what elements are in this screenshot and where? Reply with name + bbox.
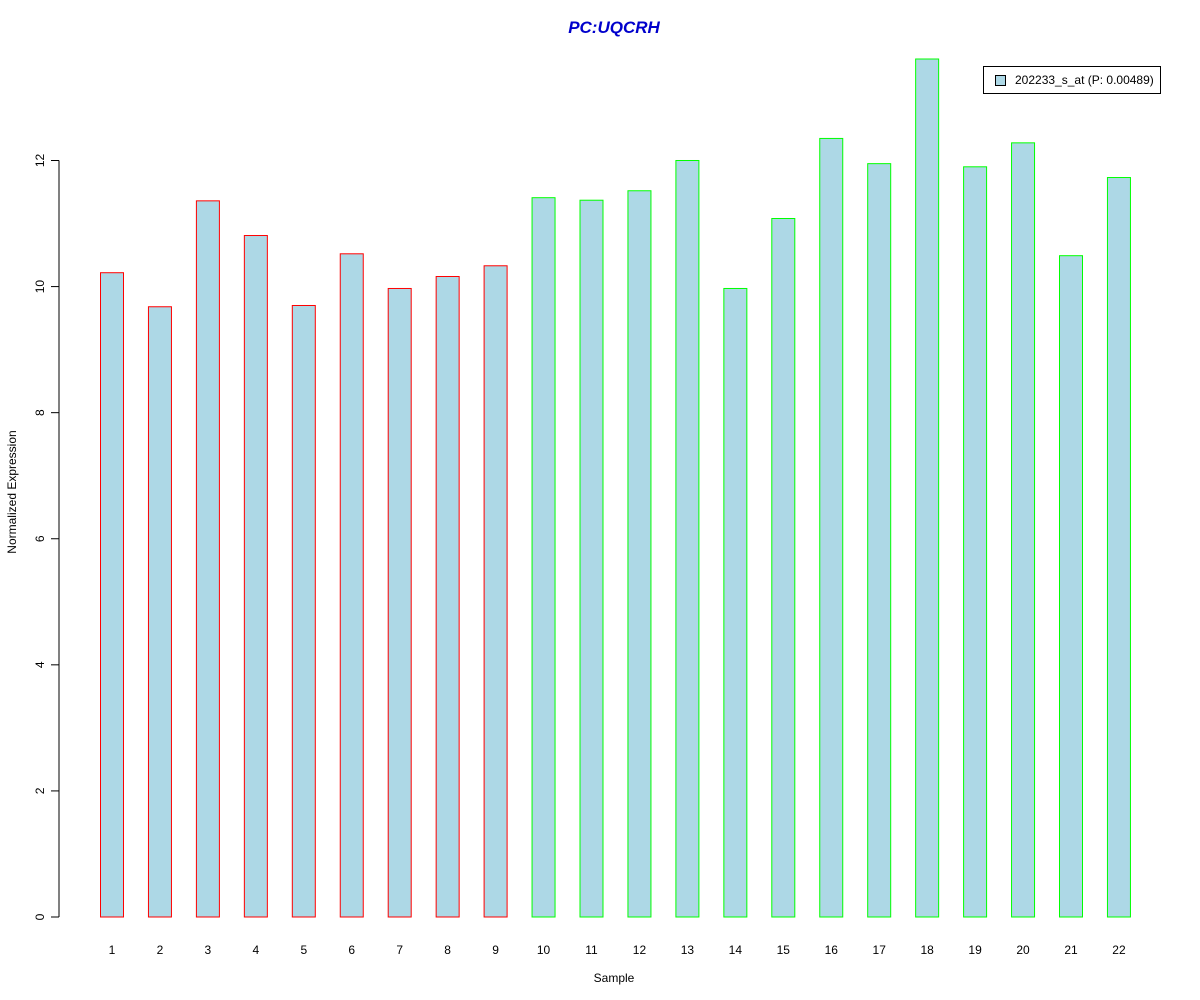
x-tick-label: 17 — [873, 943, 887, 957]
y-tick-label: 6 — [33, 535, 47, 542]
x-tick-label: 15 — [777, 943, 791, 957]
x-tick-labels: 1 2 3 4 5 6 7 8 9 10 11 12 13 14 15 16 17 18 19 20 21 22 — [109, 943, 1126, 957]
bar-sample-15 — [771, 217, 796, 918]
x-tick-label: 13 — [681, 943, 695, 957]
bar-sample-13 — [675, 159, 700, 918]
bar-sample-3 — [195, 200, 220, 918]
bar-sample-21 — [1059, 255, 1083, 918]
legend-label: 202233_s_at (P: 0.00489) — [1015, 73, 1154, 87]
bar-sample-17 — [867, 163, 892, 918]
bar-sample-9 — [483, 265, 508, 918]
y-tick-label: 10 — [33, 280, 47, 294]
y-axis: 0 2 4 6 8 10 12 — [33, 154, 60, 920]
x-tick-label: 20 — [1016, 943, 1030, 957]
y-tick-label: 0 — [33, 913, 47, 920]
bar-sample-14 — [723, 287, 748, 918]
x-tick-label: 18 — [920, 943, 934, 957]
bar-sample-1 — [100, 272, 124, 918]
y-tick-label: 4 — [33, 661, 47, 668]
bar-sample-16 — [819, 137, 844, 918]
x-tick-label: 1 — [109, 943, 116, 957]
x-tick-label: 2 — [157, 943, 164, 957]
bar-sample-12 — [627, 190, 652, 918]
chart-title: PC:UQCRH — [568, 18, 660, 37]
x-tick-label: 3 — [205, 943, 212, 957]
x-tick-label: 19 — [968, 943, 982, 957]
y-tick-label: 8 — [33, 409, 47, 416]
x-tick-label: 11 — [585, 943, 598, 957]
x-tick-label: 9 — [492, 943, 499, 957]
bar-sample-10 — [531, 197, 556, 918]
legend-swatch — [995, 74, 1006, 86]
bars — [100, 58, 1131, 918]
x-tick-label: 8 — [444, 943, 451, 957]
bar-sample-11 — [579, 199, 604, 918]
y-tick-label: 12 — [33, 154, 47, 168]
bar-sample-7 — [387, 287, 412, 918]
x-tick-label: 10 — [537, 943, 551, 957]
bar-sample-2 — [147, 306, 172, 918]
bar-sample-6 — [339, 253, 364, 918]
bar-sample-22 — [1106, 177, 1131, 918]
x-tick-label: 12 — [633, 943, 647, 957]
bar-sample-4 — [243, 235, 268, 918]
bar-sample-19 — [963, 166, 988, 918]
y-axis-label: Normalized Expression — [5, 430, 19, 554]
y-tick-label: 2 — [33, 787, 47, 794]
x-tick-label: 14 — [729, 943, 743, 957]
bar-sample-18 — [915, 58, 940, 918]
bar-sample-20 — [1011, 142, 1036, 918]
bar-sample-5 — [291, 304, 316, 918]
x-tick-label: 16 — [825, 943, 839, 957]
x-tick-label: 22 — [1112, 943, 1126, 957]
x-axis-label: Sample — [593, 971, 635, 985]
x-tick-label: 21 — [1064, 943, 1078, 957]
bar-sample-8 — [435, 275, 460, 918]
legend: 202233_s_at (P: 0.00489) — [983, 66, 1161, 94]
x-tick-label: 6 — [348, 943, 355, 957]
x-tick-label: 5 — [300, 943, 307, 957]
x-tick-label: 4 — [253, 943, 260, 957]
x-tick-label: 7 — [396, 943, 403, 957]
